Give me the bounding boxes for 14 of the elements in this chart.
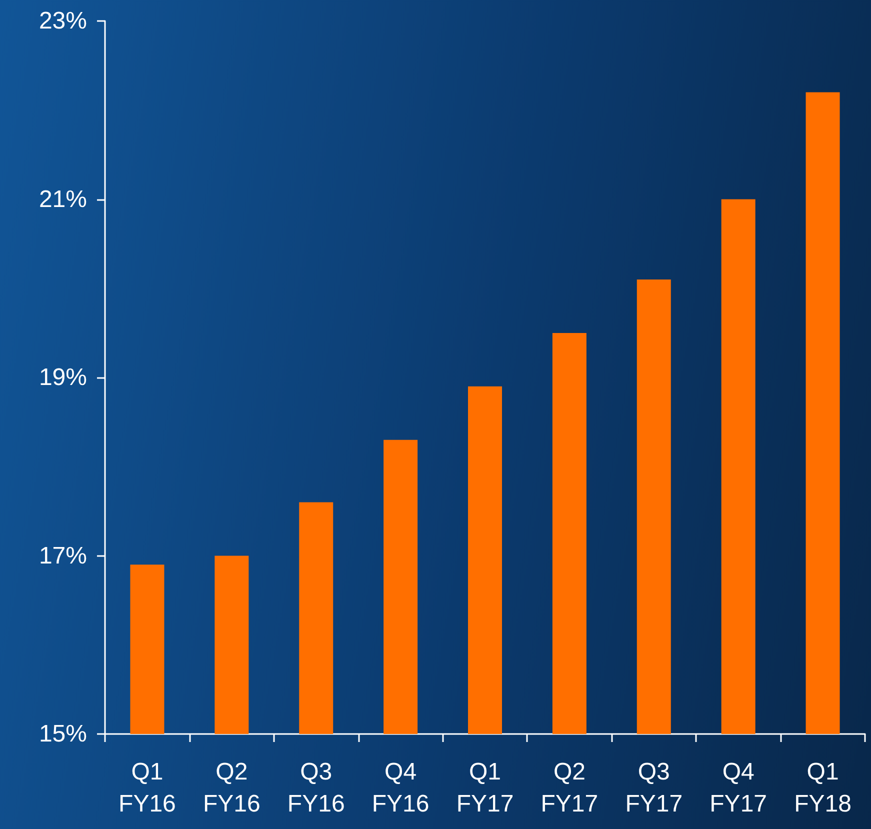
y-tick-label: 21% xyxy=(38,186,87,213)
x-tick-label: Q1 FY16 xyxy=(118,758,176,818)
y-tick-label: 15% xyxy=(38,720,87,748)
x-tick-label: Q1 FY18 xyxy=(794,758,852,818)
y-tick-label: 19% xyxy=(38,364,87,391)
x-tick-label: Q3 FY16 xyxy=(287,758,345,818)
x-tick-label: Q3 FY17 xyxy=(625,758,683,818)
x-tick-label: Q2 FY17 xyxy=(540,758,598,818)
x-tick-label: Q2 FY16 xyxy=(202,758,260,818)
y-tick-label: 23% xyxy=(38,8,87,34)
x-tick-label: Q4 FY16 xyxy=(372,758,430,818)
y-tick-label: 17% xyxy=(38,542,87,570)
x-tick-label: Q1 FY17 xyxy=(456,758,514,818)
x-tick-label: Q4 FY17 xyxy=(710,758,768,818)
